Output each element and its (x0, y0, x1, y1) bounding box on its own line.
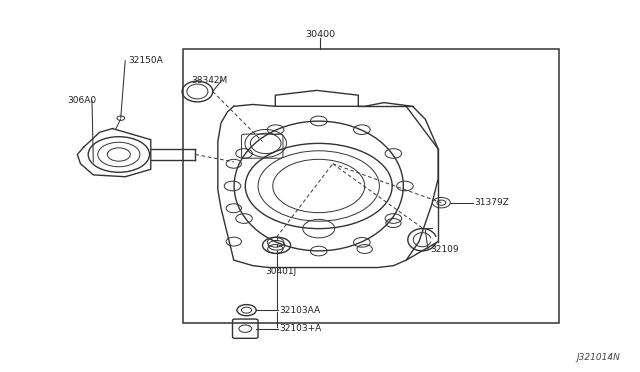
Text: 32109: 32109 (430, 244, 458, 253)
Text: 30400: 30400 (305, 29, 335, 39)
Text: 38342M: 38342M (191, 76, 227, 85)
Bar (182, 49, 559, 323)
Text: 31379Z: 31379Z (474, 198, 509, 207)
Text: J321014N: J321014N (576, 353, 620, 362)
Text: 306A0: 306A0 (68, 96, 97, 105)
Text: 30401J: 30401J (266, 267, 297, 276)
Text: 32150A: 32150A (129, 56, 163, 65)
Text: 32103AA: 32103AA (280, 306, 321, 315)
Text: 32103+A: 32103+A (280, 324, 322, 333)
